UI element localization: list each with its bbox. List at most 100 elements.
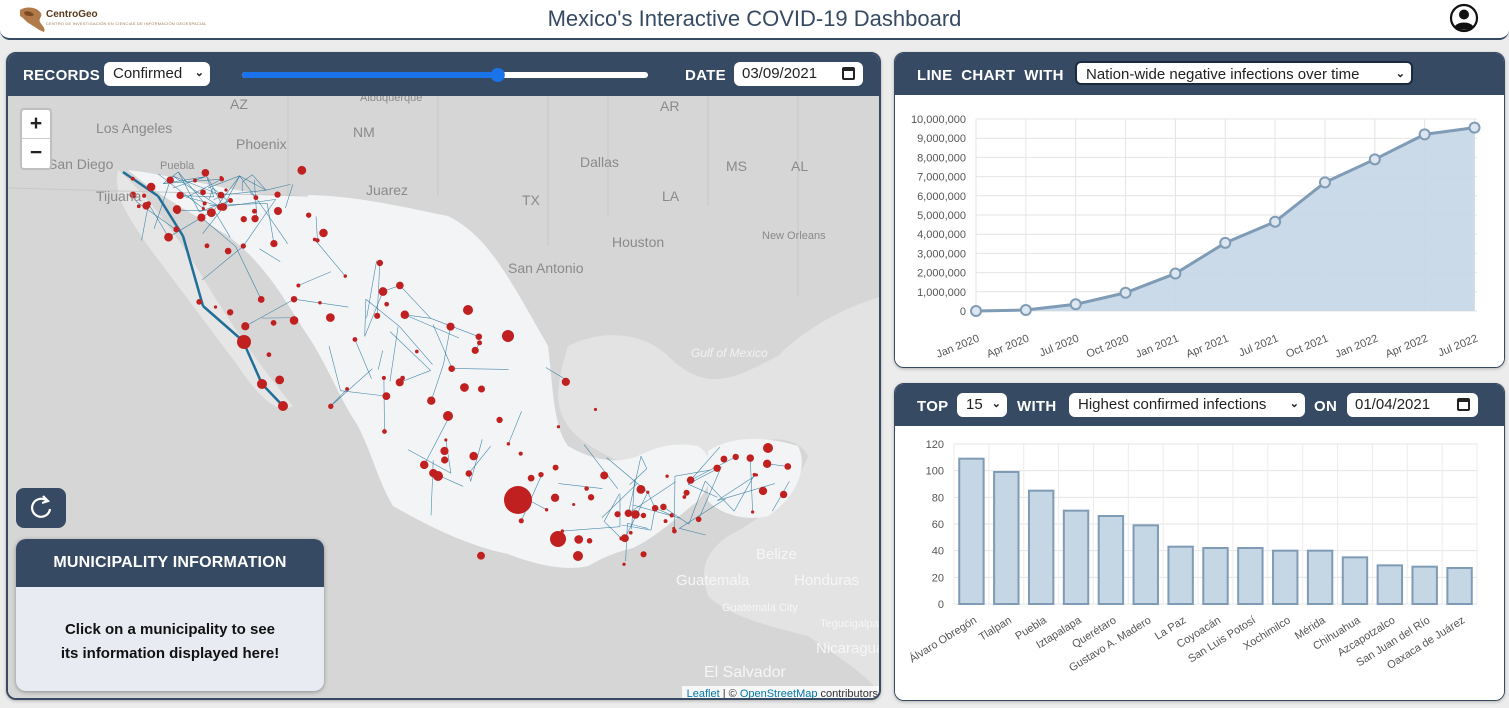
network-edge bbox=[621, 524, 652, 531]
map-label-tegucigalpa: Tegucigalpa bbox=[820, 618, 879, 630]
case-marker bbox=[257, 379, 267, 389]
case-marker bbox=[672, 526, 676, 530]
case-marker bbox=[352, 337, 358, 342]
case-marker bbox=[646, 490, 650, 494]
network-edge bbox=[172, 175, 221, 208]
line-chart-area: 0 1,000,000 2,000,000 3,000,000 4,000,000 5,0… bbox=[895, 95, 1504, 367]
case-marker bbox=[193, 178, 197, 183]
case-marker bbox=[173, 226, 180, 233]
network-edge bbox=[201, 245, 244, 281]
line-chart[interactable]: 0 1,000,000 2,000,000 3,000,000 4,000,000 5,0… bbox=[895, 95, 1505, 367]
chevron-down-icon: ⌄ bbox=[1289, 398, 1299, 410]
network-edge bbox=[627, 523, 648, 529]
network-edge bbox=[603, 521, 622, 539]
y-tick-label: 80 bbox=[932, 492, 944, 504]
map-label-puebla-ca: Puebla bbox=[160, 160, 195, 172]
with-label: WITH bbox=[1017, 398, 1057, 415]
network-edge bbox=[329, 388, 348, 408]
case-marker bbox=[506, 442, 511, 446]
bar-date-input[interactable]: 01/04/2021 bbox=[1347, 393, 1478, 417]
openstreetmap-link[interactable]: OpenStreetMap bbox=[739, 688, 818, 700]
case-marker bbox=[732, 453, 739, 461]
top-count-select[interactable]: 15 ⌄ bbox=[957, 393, 1007, 417]
calendar-icon[interactable] bbox=[842, 67, 855, 80]
x-tick-label: Apr 2020 bbox=[985, 333, 1031, 361]
case-marker bbox=[176, 191, 184, 200]
network-edge bbox=[340, 390, 387, 397]
network-edge bbox=[423, 413, 452, 466]
network-edge bbox=[399, 370, 431, 383]
network-edge bbox=[432, 324, 453, 369]
network-edge bbox=[209, 187, 214, 200]
network-edge bbox=[687, 483, 718, 498]
network-edge bbox=[650, 508, 656, 531]
network-edge bbox=[430, 364, 444, 401]
case-marker bbox=[640, 512, 647, 519]
map-label-az: AZ bbox=[230, 96, 248, 112]
user-account-icon[interactable] bbox=[1449, 3, 1479, 33]
line-chart-metric-select[interactable]: Nation-wide negative infections over tim… bbox=[1075, 61, 1413, 85]
bar bbox=[1341, 556, 1369, 605]
case-marker bbox=[130, 176, 135, 181]
case-markers[interactable] bbox=[129, 165, 792, 566]
bar-chart-panel: TOP 15 ⌄ WITH Highest confirmed infection… bbox=[894, 383, 1505, 701]
zoom-out-button[interactable]: − bbox=[29, 141, 43, 164]
reset-view-button[interactable] bbox=[16, 488, 66, 528]
mexico-mainland bbox=[128, 170, 712, 568]
y-tick-label: 9,000,000 bbox=[917, 133, 966, 145]
case-marker bbox=[720, 455, 728, 463]
x-tick-label: Jul 2020 bbox=[1038, 333, 1081, 360]
zoom-in-button[interactable]: + bbox=[22, 110, 50, 139]
case-marker bbox=[381, 375, 386, 380]
network-edge bbox=[389, 331, 431, 371]
map-canvas[interactable] bbox=[8, 96, 881, 700]
case-marker bbox=[527, 474, 535, 482]
network-edge bbox=[213, 175, 241, 211]
y-tick-label: 7,000,000 bbox=[917, 172, 966, 184]
records-select[interactable]: Confirmed ⌄ bbox=[104, 62, 210, 86]
case-marker bbox=[201, 206, 205, 211]
case-marker bbox=[328, 403, 334, 409]
case-marker bbox=[518, 518, 524, 524]
bar-metric-select[interactable]: Highest confirmed infections ⌄ bbox=[1069, 393, 1305, 417]
case-marker bbox=[593, 407, 598, 412]
network-edge bbox=[705, 480, 735, 512]
case-marker bbox=[217, 203, 224, 211]
leaflet-link[interactable]: Leaflet bbox=[686, 688, 720, 700]
case-marker bbox=[628, 530, 633, 535]
network-edge bbox=[243, 199, 276, 247]
on-label: ON bbox=[1314, 398, 1338, 415]
case-marker bbox=[695, 516, 702, 523]
leaflet-map[interactable]: AZ Albuquerque AR Los Angeles Phoenix NM… bbox=[8, 96, 881, 700]
map-toolbar: RECORDS Confirmed ⌄ DATE 03/09/2021 bbox=[8, 54, 879, 96]
network-edge bbox=[239, 175, 267, 191]
slider-thumb[interactable] bbox=[490, 68, 505, 82]
date-slider[interactable] bbox=[240, 65, 652, 85]
bar bbox=[1446, 567, 1473, 605]
calendar-icon[interactable] bbox=[1457, 398, 1470, 411]
network-edge bbox=[698, 466, 722, 520]
case-marker bbox=[750, 510, 755, 514]
network-edge bbox=[265, 184, 291, 191]
centrogeo-logo[interactable] bbox=[16, 4, 116, 36]
case-marker bbox=[226, 309, 234, 316]
network-edge bbox=[377, 350, 383, 370]
network-edge bbox=[583, 444, 618, 489]
case-marker bbox=[614, 511, 621, 518]
x-tick-label: Jan 2021 bbox=[1134, 333, 1180, 361]
case-marker bbox=[237, 335, 251, 349]
network-edge bbox=[207, 177, 224, 208]
data-point bbox=[1368, 153, 1381, 166]
case-marker bbox=[206, 208, 216, 218]
network-edge bbox=[679, 528, 706, 536]
case-marker bbox=[518, 451, 523, 456]
case-marker bbox=[640, 551, 647, 558]
case-marker bbox=[343, 274, 347, 278]
map-date-input[interactable]: 03/09/2021 bbox=[734, 62, 863, 86]
y-tick-label: 2,000,000 bbox=[917, 268, 966, 280]
map-label-nm: NM bbox=[353, 124, 375, 140]
network-edge bbox=[180, 195, 214, 198]
case-marker bbox=[305, 212, 312, 218]
map-panel: RECORDS Confirmed ⌄ DATE 03/09/2021 AZ Al… bbox=[6, 52, 881, 700]
